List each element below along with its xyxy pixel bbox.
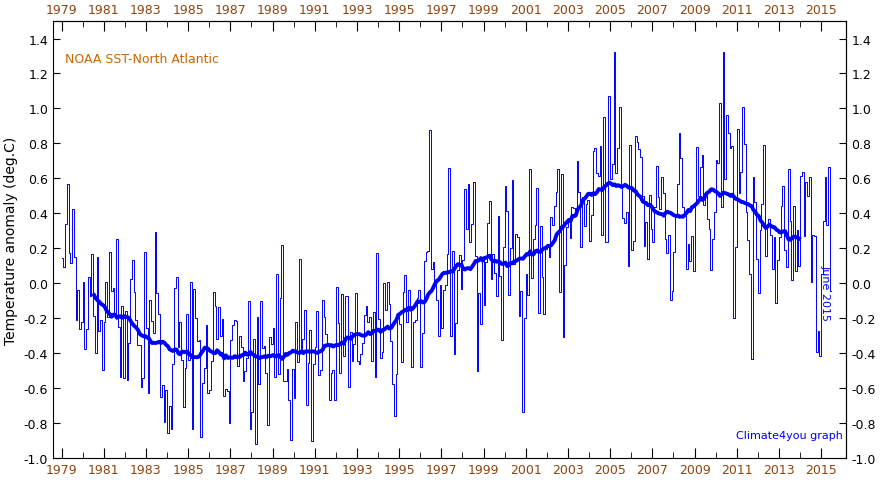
Text: June 2015: June 2015 xyxy=(820,264,830,320)
Y-axis label: Temperature anomaly (deg.C): Temperature anomaly (deg.C) xyxy=(4,136,18,344)
Text: NOAA SST-North Atlantic: NOAA SST-North Atlantic xyxy=(65,52,219,65)
Text: Climate4you graph: Climate4you graph xyxy=(736,431,842,441)
